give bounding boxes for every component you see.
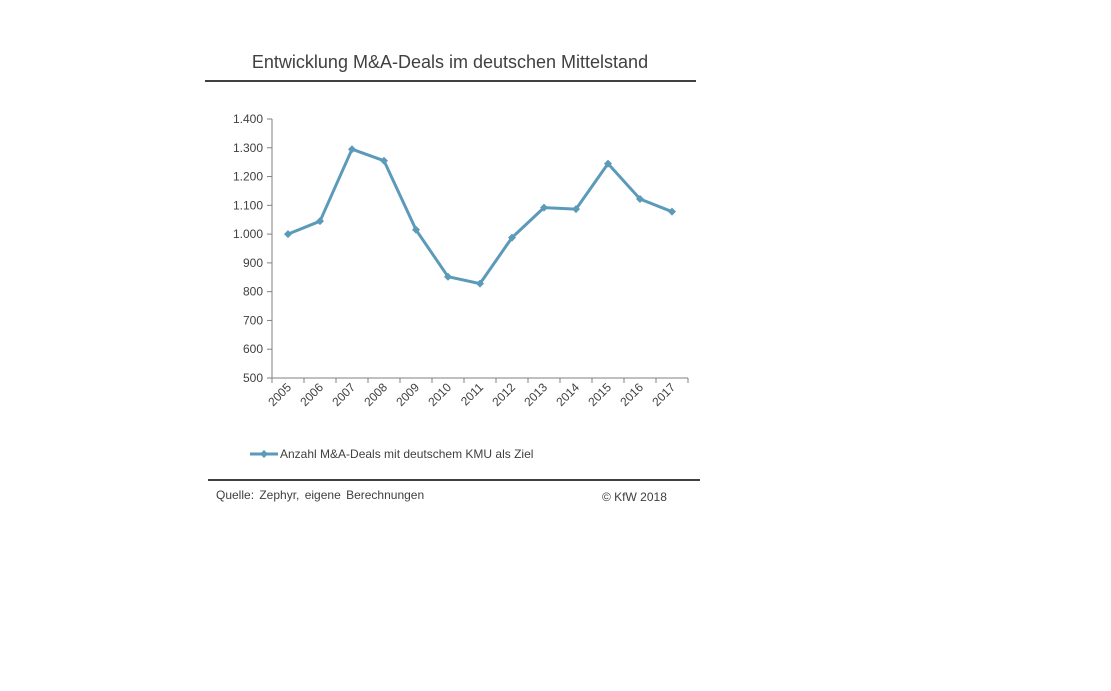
source-note: Quelle: Zephyr, eigene Berechnungen — [216, 488, 425, 502]
y-tick-label: 1.400 — [233, 112, 263, 126]
x-tick-label: 2013 — [521, 380, 550, 409]
data-point — [348, 145, 356, 154]
y-axis-ticks: 500 600 700 800 900 1.000 1.100 1.200 1.300 1.400 — [233, 112, 272, 385]
data-point — [572, 205, 580, 214]
chart-series — [284, 145, 676, 288]
x-tick-label: 2009 — [393, 380, 422, 409]
series-line — [287, 147, 673, 286]
x-tick-label: 2011 — [458, 380, 486, 408]
legend-label: Anzahl M&A-Deals mit deutschem KMU als Z… — [280, 447, 534, 461]
y-tick-label: 1.000 — [233, 227, 263, 241]
data-point — [284, 230, 292, 239]
legend-swatch — [250, 450, 278, 458]
y-tick-label: 600 — [243, 342, 263, 356]
data-point — [316, 217, 324, 226]
copyright-note: © KfW 2018 — [602, 490, 667, 504]
x-tick-label: 2015 — [585, 380, 614, 409]
x-tick-label: 2006 — [297, 380, 326, 409]
x-tick-label: 2008 — [361, 380, 390, 409]
footer-rule — [208, 479, 700, 481]
x-tick-label: 2012 — [489, 380, 518, 409]
data-point — [604, 159, 612, 168]
x-tick-label: 2010 — [425, 380, 454, 409]
x-tick-label: 2017 — [649, 380, 678, 409]
y-tick-label: 800 — [243, 285, 263, 299]
data-point — [412, 225, 420, 234]
title-rule — [205, 80, 696, 82]
data-point — [636, 195, 644, 204]
y-tick-label: 1.200 — [233, 170, 263, 184]
legend: Anzahl M&A-Deals mit deutschem KMU als Z… — [249, 446, 533, 462]
y-tick-label: 1.100 — [233, 198, 263, 212]
y-tick-label: 500 — [243, 371, 263, 385]
data-point — [444, 272, 452, 281]
y-tick-label: 1.300 — [233, 141, 263, 155]
data-point — [476, 279, 484, 288]
x-tick-label: 2005 — [265, 380, 294, 409]
x-tick-label: 2007 — [329, 380, 358, 409]
chart-axes — [271, 119, 688, 379]
data-point — [668, 207, 676, 216]
x-axis-ticks: 2005 2006 2007 2008 2009 2010 2011 2012 2013 2014… — [265, 378, 689, 409]
x-tick-label: 2014 — [553, 380, 582, 409]
data-point — [540, 203, 548, 212]
chart-title: Entwicklung M&A-Deals im deutschen Mitte… — [251, 52, 649, 72]
y-tick-label: 900 — [243, 256, 263, 270]
y-tick-label: 700 — [243, 313, 263, 327]
x-tick-label: 2016 — [617, 380, 646, 409]
data-point — [508, 233, 516, 242]
data-point — [380, 156, 388, 165]
